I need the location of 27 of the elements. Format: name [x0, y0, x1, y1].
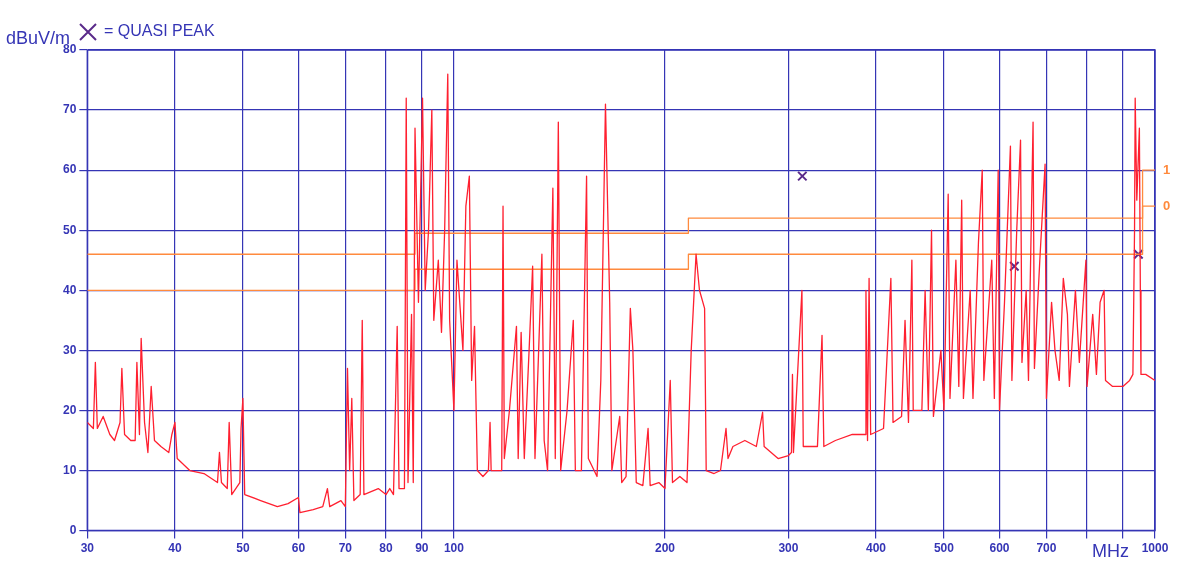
- y-tick-label: 60: [62, 162, 77, 177]
- x-tick-label: 300: [778, 541, 799, 556]
- y-tick-label: 20: [62, 402, 77, 417]
- x-tick-label: 50: [236, 541, 250, 556]
- y-tick-label: 70: [62, 102, 77, 117]
- x-tick-label: 80: [379, 541, 393, 556]
- x-tick-label: 400: [866, 541, 887, 556]
- x-tick-label: 500: [933, 541, 955, 556]
- x-tick-label: 200: [654, 541, 676, 556]
- x-tick-label: 100: [443, 541, 465, 556]
- series-label: 1: [1163, 161, 1171, 177]
- x-tick-label: 600: [989, 541, 1010, 556]
- y-tick-label: 40: [62, 282, 77, 297]
- legend-label: = QUASI PEAK: [104, 22, 216, 40]
- x-tick-label: 70: [338, 541, 353, 556]
- x-tick-label: 700: [1036, 541, 1057, 556]
- x-axis-title: MHz: [1092, 540, 1129, 561]
- series-label: 0: [1163, 197, 1171, 213]
- y-tick-label: 0: [69, 522, 77, 537]
- x-tick-label: 60: [291, 541, 306, 556]
- x-tick-label: 30: [80, 541, 95, 556]
- x-tick-label: 1000: [1141, 541, 1169, 556]
- x-tick-label: 90: [415, 541, 429, 556]
- y-tick-label: 30: [62, 342, 77, 357]
- y-tick-label: 50: [62, 222, 77, 237]
- x-tick-label: 40: [168, 541, 182, 556]
- y-tick-label: 10: [62, 462, 77, 477]
